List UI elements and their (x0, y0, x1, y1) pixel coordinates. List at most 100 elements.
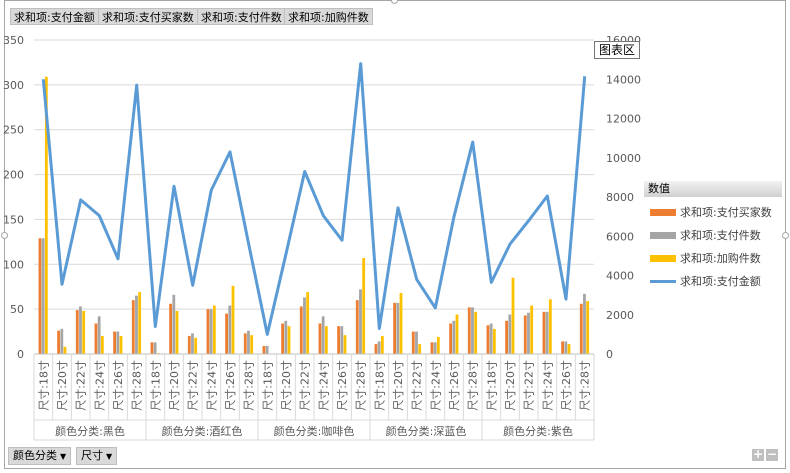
bar (131, 300, 135, 354)
legend-item-amount[interactable]: 求和项:支付金额 (650, 273, 761, 289)
bar (281, 323, 284, 354)
x-tick-label: 尺寸:22寸 (410, 360, 424, 411)
color-category-label: 颜色分类 (13, 449, 57, 462)
bar (567, 344, 571, 354)
chevron-down-icon: ▼ (106, 452, 113, 461)
x-tick-label: 尺寸:24寸 (92, 360, 106, 411)
value-field-button-cart[interactable]: 求和项:加购件数 (284, 8, 373, 25)
resize-handle-right[interactable] (782, 232, 789, 239)
bar (343, 335, 347, 354)
x-tick-label: 尺寸:28寸 (130, 360, 144, 411)
expand-field-button[interactable]: + (752, 447, 764, 461)
bar (321, 316, 325, 354)
x-tick-label: 尺寸:24寸 (540, 360, 554, 411)
bar (150, 342, 154, 354)
chevron-down-icon: ▼ (60, 452, 67, 461)
x-tick-label: 尺寸:22寸 (298, 360, 312, 411)
y-tick-label-right: 10000 (606, 152, 641, 165)
y-tick-label-right: 14000 (606, 73, 641, 86)
value-field-button-items[interactable]: 求和项:支付件数 (197, 8, 286, 25)
legend-item-items[interactable]: 求和项:支付件数 (650, 227, 761, 243)
bar (318, 323, 322, 354)
bar (492, 328, 496, 354)
bar (38, 238, 42, 354)
y-tick-label-right: 12000 (606, 113, 641, 126)
x-tick-label: 尺寸:18寸 (484, 360, 498, 411)
color-category-dropdown[interactable]: 颜色分类 ▼ (8, 447, 72, 465)
bar (231, 285, 235, 354)
legend-label-amount: 求和项:支付金额 (680, 275, 761, 288)
x-tick-label: 尺寸:22寸 (186, 360, 200, 411)
x-tick-label: 尺寸:20寸 (55, 360, 69, 411)
bar (505, 320, 508, 354)
x-tick-label: 尺寸:22寸 (74, 360, 88, 411)
bar (57, 330, 60, 354)
bar (393, 302, 396, 354)
x-tick-label: 尺寸:20寸 (503, 360, 517, 411)
legend-label-cart: 求和项:加购件数 (680, 252, 761, 265)
bar (374, 344, 378, 354)
legend-swatch-buyers (650, 208, 676, 216)
size-label: 尺寸 (81, 449, 103, 462)
x-tick-label: 尺寸:28寸 (578, 360, 592, 411)
collapse-field-button[interactable]: − (766, 447, 778, 461)
bar (172, 294, 176, 354)
resize-handle-top[interactable] (391, 0, 398, 4)
legend-item-buyers[interactable]: 求和项:支付买家数 (650, 204, 772, 220)
x-tick-label: 尺寸:28寸 (466, 360, 480, 411)
bar (113, 331, 116, 354)
bar (306, 292, 310, 354)
x-tick-label: 尺寸:18寸 (260, 360, 274, 411)
x-tick-label: 尺寸:20寸 (279, 360, 293, 411)
series-line (41, 62, 587, 336)
bar (191, 333, 194, 354)
bar (97, 316, 101, 354)
bar (44, 76, 48, 354)
y-tick-label-left: 0 (17, 348, 24, 361)
bar (586, 301, 590, 354)
bar (436, 336, 440, 354)
bar (508, 314, 512, 354)
bar (82, 310, 86, 354)
bar (579, 303, 583, 354)
bar (60, 328, 64, 354)
y-tick-label-right: 2000 (606, 309, 634, 322)
y-tick-label-left: 50 (10, 303, 24, 316)
x-tick-label: 尺寸:18寸 (148, 360, 162, 411)
bar (377, 341, 381, 354)
bar (449, 323, 452, 354)
legend-item-cart[interactable]: 求和项:加购件数 (650, 250, 761, 266)
bar (380, 336, 384, 354)
bar (433, 342, 437, 354)
size-dropdown[interactable]: 尺寸 ▼ (76, 447, 118, 465)
y-tick-label-right: 4000 (606, 270, 634, 283)
group-label: 颜色分类:深蓝色 (386, 424, 467, 438)
bar (41, 238, 45, 354)
bar (225, 313, 228, 354)
x-tick-label: 尺寸:18寸 (36, 360, 50, 411)
bar (287, 326, 291, 354)
bar (119, 336, 123, 354)
bar (430, 342, 434, 354)
bar (561, 341, 564, 354)
resize-handle-left[interactable] (1, 232, 8, 239)
bar (415, 331, 418, 354)
group-label: 颜色分类:紫色 (503, 424, 573, 438)
bar (511, 277, 515, 354)
bar (100, 336, 104, 354)
bar (489, 323, 493, 354)
bar (355, 300, 359, 354)
bar (324, 326, 328, 354)
bar (209, 309, 213, 354)
x-tick-label: 尺寸:26寸 (335, 360, 349, 411)
bar (583, 293, 586, 354)
bar (243, 333, 247, 354)
value-field-button-buyers[interactable]: 求和项:支付买家数 (98, 8, 198, 25)
bar (471, 307, 474, 354)
bar (359, 289, 362, 354)
bar (116, 331, 120, 354)
bar (138, 292, 142, 354)
bar (474, 311, 478, 354)
x-tick-label: 尺寸:22寸 (522, 360, 536, 411)
